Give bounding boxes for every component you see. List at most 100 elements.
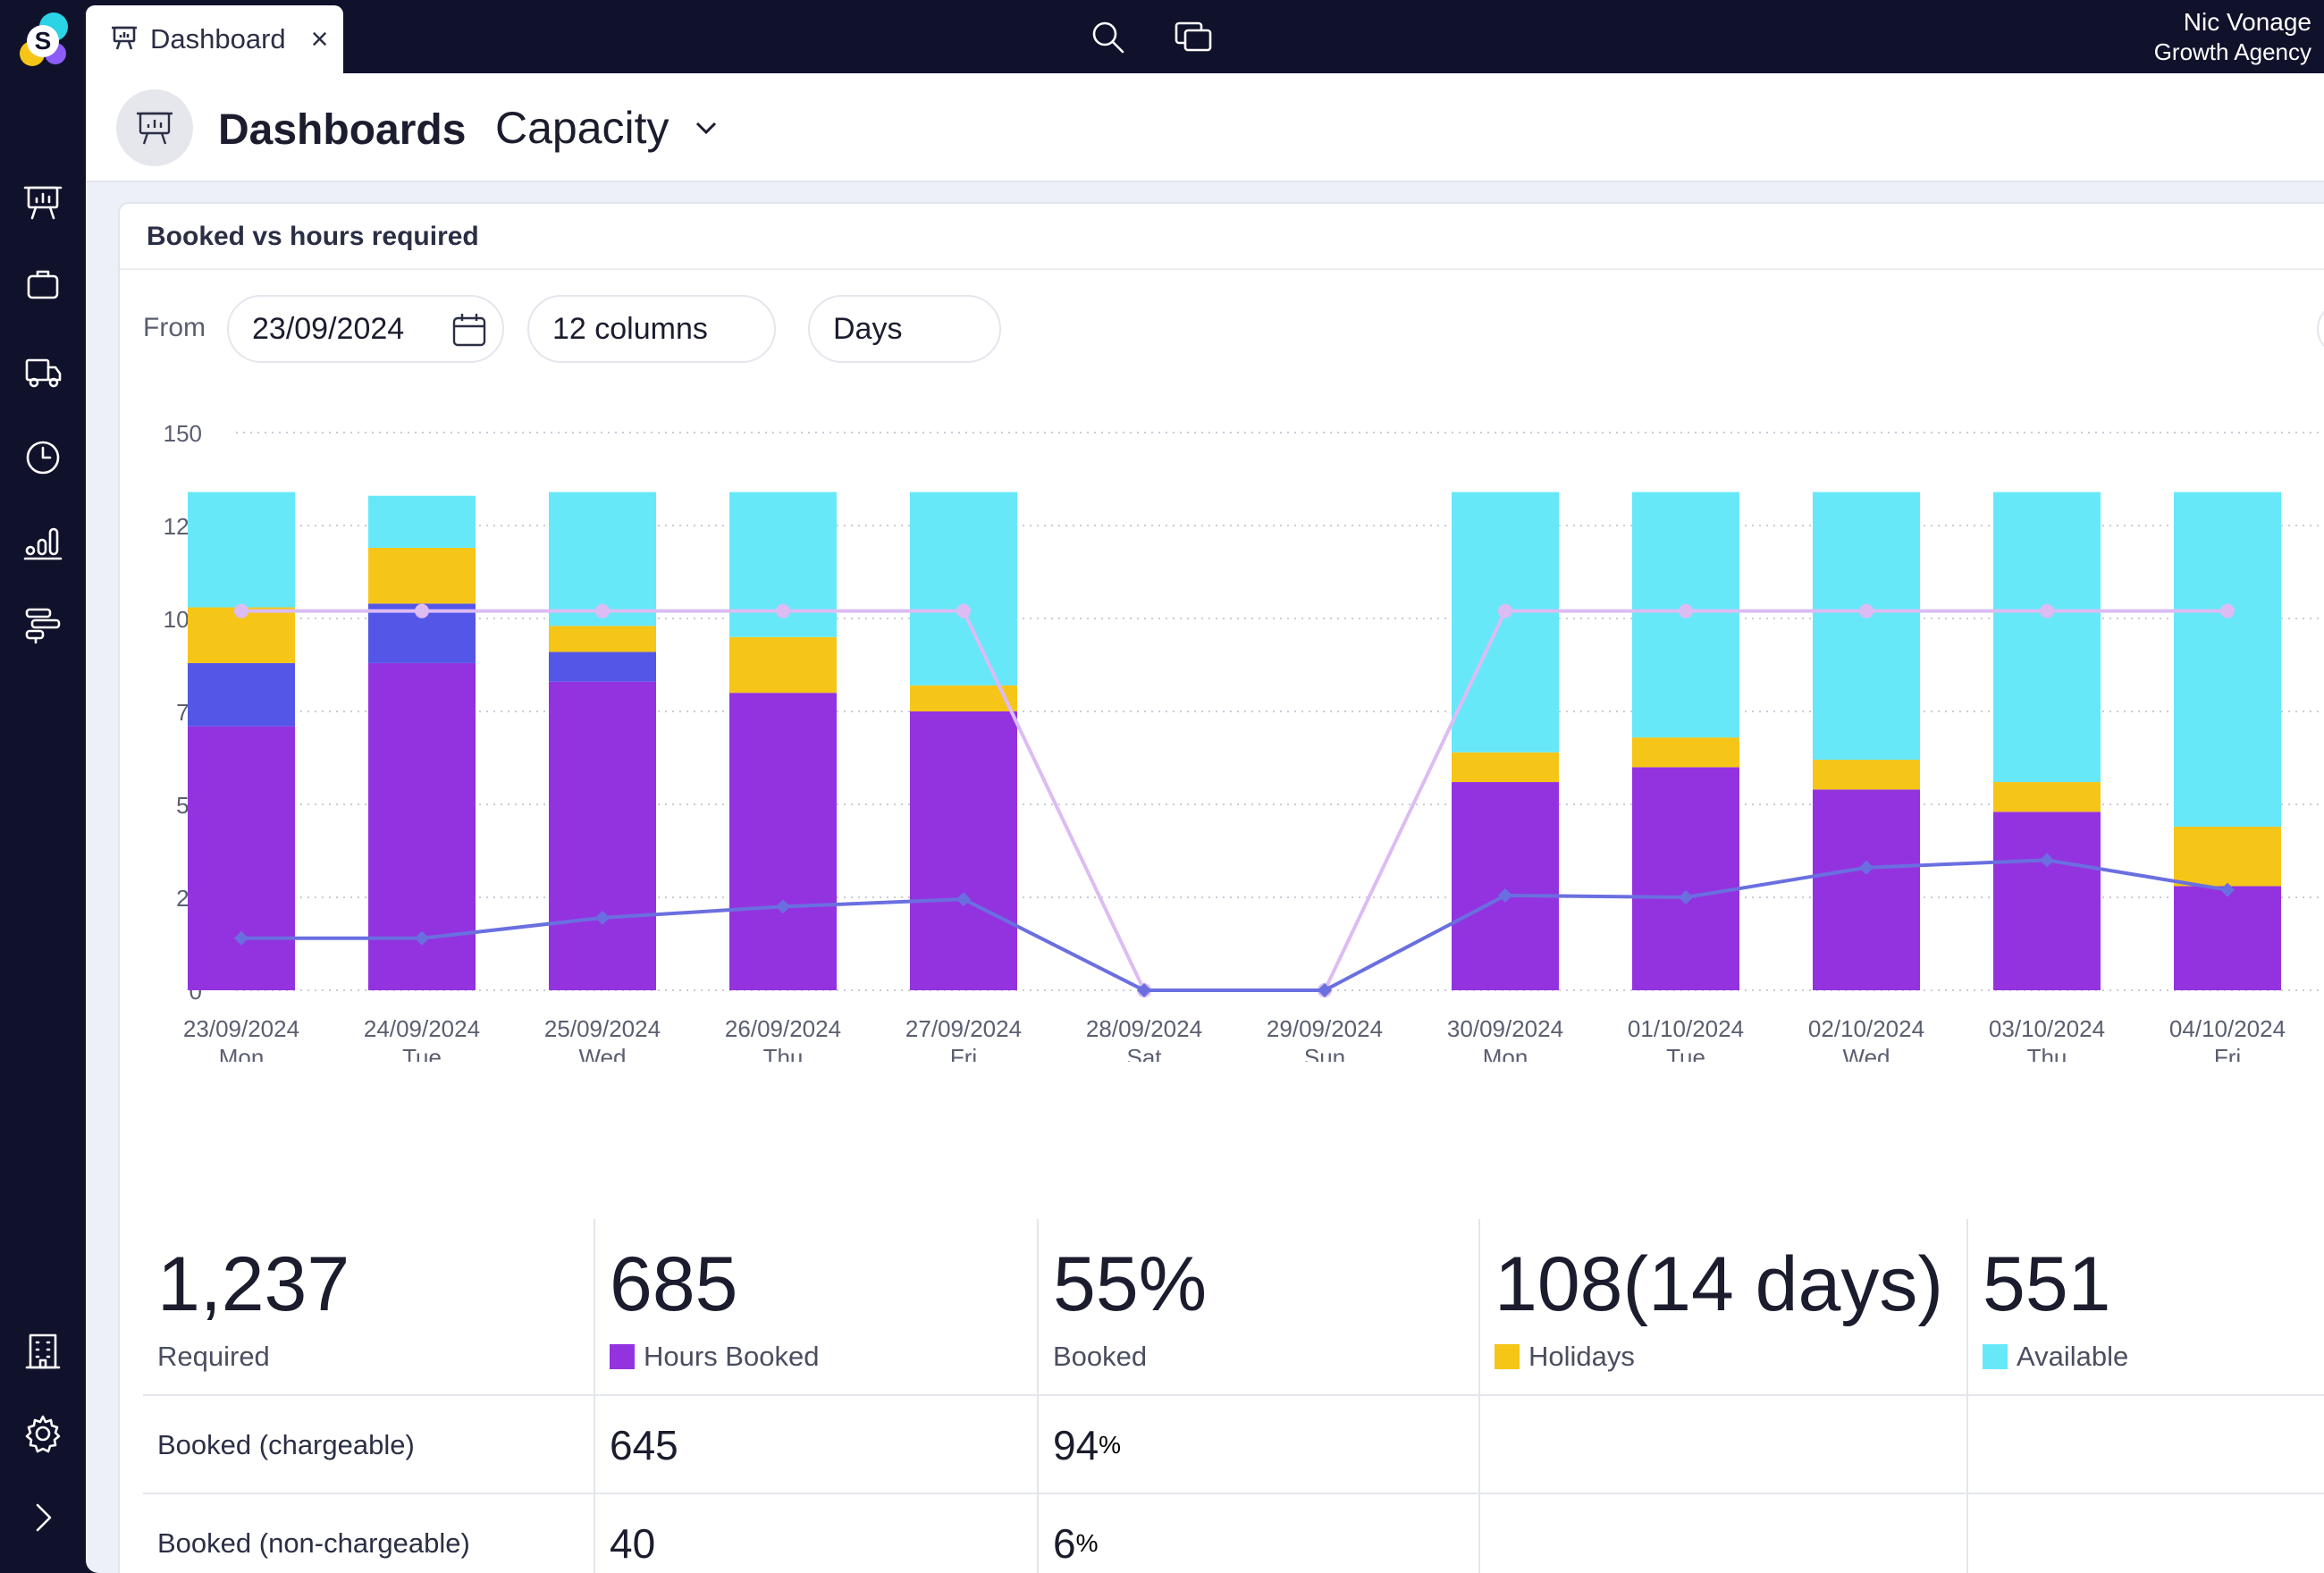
x-tick-day-label: Fri [950, 1044, 977, 1062]
bar-segment [2174, 886, 2281, 990]
stat-holidays-label-text: Holidays [1528, 1341, 1635, 1372]
columns-select[interactable]: 12 columns [527, 295, 776, 363]
table-row: Booked (chargeable) 645 94% [143, 1394, 2324, 1494]
stat-hours-booked-label-text: Hours Booked [644, 1341, 820, 1372]
row-value: 645 [610, 1422, 678, 1468]
user-menu[interactable]: Nic Vonage Growth Agency [2154, 7, 2311, 66]
series-line [241, 858, 2228, 992]
bar-segment [729, 636, 837, 694]
x-tick-date-label: 01/10/2024 [1628, 1015, 1744, 1042]
period-select[interactable]: Days [808, 295, 1001, 363]
row-percent-cell: 6% [1037, 1494, 1478, 1573]
series-point [1859, 603, 1874, 618]
bar-segment [188, 492, 295, 608]
from-label: From [143, 313, 206, 342]
x-tick-date-label: 27/09/2024 [905, 1015, 1022, 1042]
dashboard-selector[interactable]: Capacity [495, 102, 720, 154]
bar-segment [1452, 492, 1559, 753]
tab-dashboard[interactable]: Dashboard × [86, 5, 343, 73]
stat-available: 551 Available [1966, 1219, 2324, 1394]
sidebar: S [0, 0, 86, 1573]
x-tick-date-label: 04/10/2024 [2169, 1015, 2286, 1042]
series-point [956, 892, 971, 907]
dashboard-tab-icon [111, 24, 138, 55]
expand-sidebar-chevron-icon[interactable] [20, 1494, 66, 1541]
dashboard-selector-label: Capacity [495, 103, 669, 153]
settings-gear-icon[interactable] [20, 1410, 66, 1457]
timeline-icon[interactable] [20, 601, 66, 647]
from-date-input[interactable]: 23/09/2024 [227, 295, 504, 363]
row-value: 40 [610, 1520, 656, 1567]
x-tick-date-label: 28/09/2024 [1086, 1015, 1202, 1042]
card-title: Booked vs hours required [120, 204, 2324, 270]
x-tick-date-label: 03/10/2024 [1989, 1015, 2105, 1042]
row-percent-cell: 94% [1037, 1396, 1478, 1494]
dashboard-badge-icon [116, 89, 193, 166]
chevron-down-icon [695, 122, 716, 135]
stat-required-label: Required [157, 1341, 270, 1373]
row-percent-sign: % [1075, 1529, 1099, 1557]
series-point [776, 603, 790, 618]
bar-segment [549, 626, 656, 652]
series-point [415, 603, 429, 618]
stat-hours-booked-value: 685 [610, 1241, 738, 1327]
row-empty-cell [1966, 1494, 2324, 1573]
row-percent: 94 [1053, 1422, 1099, 1468]
table-row: Booked (non-chargeable) 40 6% [143, 1493, 2324, 1573]
app-logo[interactable]: S [13, 9, 73, 70]
bar-segment [910, 492, 1017, 686]
series-point [2040, 853, 2054, 868]
bar-segment [368, 495, 476, 548]
page-header: Dashboards Capacity [86, 73, 2324, 182]
capacity-chart-card: Booked vs hours required From 23/09/2024… [118, 202, 2324, 1573]
columns-value: 12 columns [552, 311, 708, 346]
calendar-icon[interactable] [450, 311, 488, 349]
stat-holidays-value: 108(14 days) [1495, 1241, 1943, 1327]
row-empty-cell [1966, 1396, 2324, 1494]
bar-segment [549, 492, 656, 627]
reports-icon[interactable] [20, 518, 66, 565]
row-label: Booked (chargeable) [157, 1429, 415, 1460]
stat-booked-percent-label-text: Booked [1053, 1341, 1148, 1372]
bar-segment [1993, 492, 2101, 783]
period-value: Days [833, 311, 903, 346]
dashboard-icon[interactable] [20, 179, 66, 225]
card-options-button[interactable] [2317, 302, 2324, 356]
row-empty-cell [1478, 1494, 1966, 1573]
x-tick-day-label: Sat [1126, 1044, 1162, 1062]
stat-booked-percent-value: 55% [1053, 1241, 1208, 1327]
tab-label: Dashboard [150, 23, 286, 55]
series-point [234, 930, 248, 946]
stat-hours-booked: 685 Hours Booked [594, 1219, 1037, 1394]
series-point [595, 910, 610, 925]
y-tick-label: 150 [164, 420, 202, 447]
building-icon[interactable] [20, 1328, 66, 1375]
windows-icon[interactable] [1173, 16, 1214, 57]
series-point [1498, 887, 1512, 903]
x-tick-day-label: Tue [1666, 1044, 1705, 1062]
series-point [1679, 603, 1693, 618]
stat-booked-percent: 55% Booked [1037, 1219, 1478, 1394]
stat-booked-percent-label: Booked [1053, 1341, 1147, 1373]
stat-available-value: 551 [1983, 1241, 2111, 1327]
bar-segment [368, 547, 476, 604]
clock-icon[interactable] [20, 434, 66, 481]
truck-icon[interactable] [20, 349, 66, 395]
close-tab-icon[interactable]: × [310, 22, 329, 56]
series-point [595, 603, 610, 618]
series-point [1318, 983, 1332, 997]
x-tick-date-label: 29/09/2024 [1267, 1015, 1383, 1042]
series-point [2220, 882, 2235, 897]
row-label: Booked (non-chargeable) [157, 1527, 470, 1559]
stat-available-label: Available [1983, 1341, 2128, 1373]
bar-segment [1813, 789, 1920, 990]
briefcase-icon[interactable] [20, 261, 66, 307]
user-name: Nic Vonage [2183, 8, 2311, 36]
bar-segment [1993, 812, 2101, 990]
stat-required: 1,237 Required [143, 1219, 594, 1394]
search-icon[interactable] [1087, 16, 1128, 57]
bar-segment [549, 681, 656, 990]
bar-segment [1452, 752, 1559, 783]
stat-required-label-text: Required [157, 1341, 270, 1372]
series-point [1679, 890, 1693, 904]
